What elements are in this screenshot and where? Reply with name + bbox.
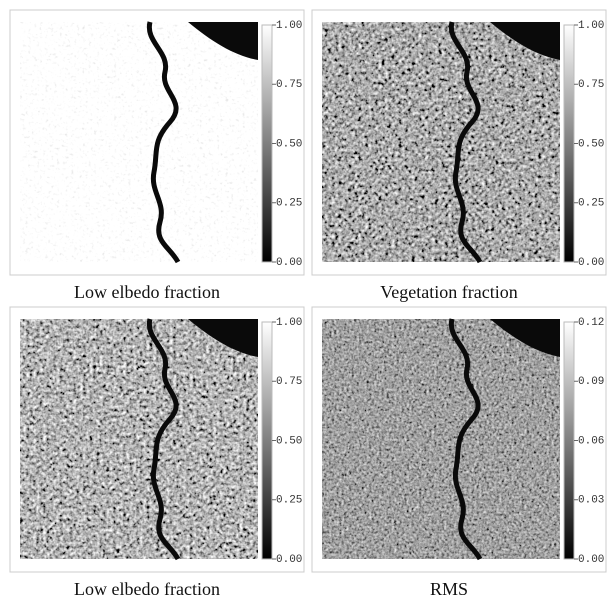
image-texture [322, 319, 560, 559]
panel: 1.00 0.75 0.50 0.25 0.00 Low elbedo fraction [10, 10, 304, 302]
colorbar-tick-label: 0.50 [578, 138, 604, 150]
colorbar-tick-label: 0.00 [578, 554, 604, 566]
colorbar [262, 322, 272, 559]
colorbar-tick-label: 0.00 [578, 257, 604, 269]
panel-caption: RMS [430, 579, 468, 598]
colorbar-tick-label: 0.25 [578, 198, 604, 210]
colorbar-tick-label: 0.06 [578, 435, 604, 447]
colorbar-tick-label: 0.12 [578, 317, 604, 329]
colorbar-tick-label: 0.25 [276, 198, 302, 210]
image-texture [20, 22, 258, 262]
image-texture [322, 22, 560, 262]
colorbar-tick-label: 0.75 [578, 79, 604, 91]
satellite-image [322, 22, 560, 262]
panel-caption: Low elbedo fraction [74, 579, 220, 598]
satellite-image [322, 319, 560, 559]
colorbar-tick-label: 0.50 [276, 138, 302, 150]
colorbar-tick-label: 1.00 [276, 317, 302, 329]
panel-caption: Low elbedo fraction [74, 282, 220, 302]
panel-caption: Vegetation fraction [380, 282, 517, 302]
colorbar-tick-label: 0.00 [276, 257, 302, 269]
colorbar [564, 25, 574, 262]
colorbar-tick-label: 0.75 [276, 79, 302, 91]
colorbar-tick-label: 0.00 [276, 554, 302, 566]
colorbar-tick-label: 0.03 [578, 495, 604, 507]
colorbar-tick-label: 0.50 [276, 435, 302, 447]
colorbar [564, 322, 574, 559]
panel: 0.12 0.09 0.06 0.03 0.00 RMS [312, 307, 606, 598]
colorbar-tick-label: 1.00 [276, 20, 302, 32]
colorbar [262, 25, 272, 262]
figure: 1.000.750.500.250.00Low elbedo fraction1… [0, 0, 612, 598]
colorbar-tick-label: 0.75 [276, 376, 302, 388]
colorbar-tick-label: 0.09 [578, 376, 604, 388]
panel: 1.00 0.75 0.50 0.25 0.00 Low elbedo fraction [10, 307, 304, 598]
panel: 1.00 0.75 0.50 0.25 0.00 Vegetation fraction [312, 10, 606, 302]
image-texture [20, 319, 258, 559]
colorbar-tick-label: 1.00 [578, 20, 604, 32]
satellite-image [20, 22, 258, 262]
satellite-image [20, 319, 258, 559]
colorbar-tick-label: 0.25 [276, 495, 302, 507]
